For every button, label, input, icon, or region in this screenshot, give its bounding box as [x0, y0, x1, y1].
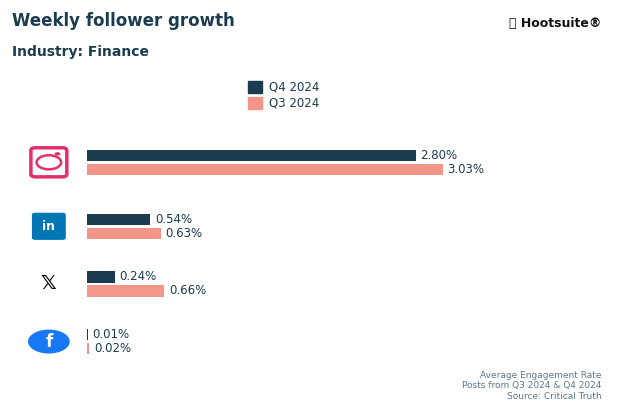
Bar: [87, 329, 88, 340]
Bar: [87, 228, 161, 239]
Circle shape: [55, 152, 60, 156]
Text: 🦉 Hootsuite®: 🦉 Hootsuite®: [509, 17, 601, 29]
Bar: [87, 214, 150, 225]
Text: Weekly follower growth: Weekly follower growth: [12, 12, 235, 31]
Text: Average Engagement Rate
Posts from Q3 2024 & Q4 2024
Source: Critical Truth: Average Engagement Rate Posts from Q3 20…: [462, 371, 601, 401]
Bar: [87, 164, 443, 175]
Text: 2.80%: 2.80%: [420, 149, 458, 162]
FancyBboxPatch shape: [31, 148, 67, 177]
Text: 0.66%: 0.66%: [169, 285, 206, 297]
Text: Q3 2024: Q3 2024: [269, 97, 319, 110]
Text: in: in: [42, 220, 55, 233]
Text: 𝕏: 𝕏: [41, 274, 57, 294]
Text: Industry: Finance: Industry: Finance: [12, 45, 149, 59]
Bar: [87, 150, 416, 161]
FancyBboxPatch shape: [32, 213, 66, 240]
Text: f: f: [45, 332, 53, 351]
Bar: [87, 343, 89, 354]
Text: 0.24%: 0.24%: [120, 271, 157, 283]
Text: 0.63%: 0.63%: [166, 227, 203, 240]
Text: 0.02%: 0.02%: [94, 342, 131, 355]
Bar: [87, 271, 115, 282]
Text: Q4 2024: Q4 2024: [269, 80, 319, 93]
Text: 0.01%: 0.01%: [92, 328, 130, 341]
Text: 3.03%: 3.03%: [448, 163, 484, 176]
Text: 0.54%: 0.54%: [155, 213, 192, 226]
Bar: [87, 285, 164, 297]
Circle shape: [28, 330, 69, 354]
